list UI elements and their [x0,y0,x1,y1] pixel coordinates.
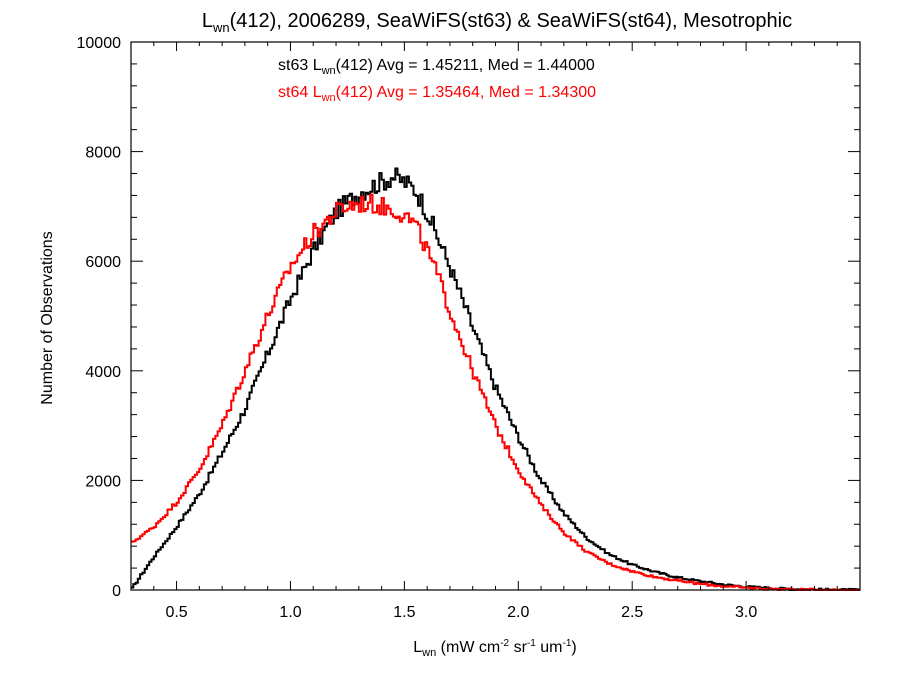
y-tick-label: 6000 [85,254,121,271]
x-tick-label: 1.0 [279,604,301,621]
y-tick-label: 2000 [85,473,121,490]
annotation-st63-prefix: st63 L [278,57,322,74]
x-tick-label: 3.0 [735,604,757,621]
annotation-st63-sub: wn [321,65,336,77]
x-tick-label: 2.0 [507,604,529,621]
x-label-sup-1: -2 [500,638,509,649]
series-layer [131,167,860,591]
x-tick-label: 0.5 [165,604,187,621]
y-tick-label: 8000 [85,145,121,162]
x-label-sub: wn [421,647,436,659]
x-tick-label: 2.5 [621,604,643,621]
chart-title: Lwn(412), 2006289, SeaWiFS(st63) & SeaWi… [202,10,792,35]
annotation-st63: st63 Lwn(412) Avg = 1.45211, Med = 1.440… [278,57,595,77]
y-tick-label: 10000 [77,35,122,52]
x-label-main: L [413,639,422,656]
x-label-unit-mid-1: sr [509,639,527,656]
annotation-st64: st64 Lwn(412) Avg = 1.35464, Med = 1.343… [278,84,596,104]
title-rest: (412), 2006289, SeaWiFS(st63) & SeaWiFS(… [230,10,792,32]
ticks-layer: 0.5 1.0 1.5 2.0 2.5 3.0 0 2000 4000 6000 8000 10000 [77,35,860,621]
annotation-st64-sub: wn [321,92,336,104]
y-axis-label: Number of Observations [39,231,56,404]
x-label-unit-mid-2: um [536,639,563,656]
y-tick-label: 0 [112,583,121,600]
x-label-sup-2: -1 [527,638,536,649]
annotation-st64-prefix: st64 L [278,84,322,101]
y-tick-label: 4000 [85,364,121,381]
x-axis-label: Lwn (mW cm-2 sr-1 um-1) [413,638,576,659]
annotation-st64-rest: (412) Avg = 1.35464, Med = 1.34300 [336,84,596,101]
plot-frame [130,41,861,591]
series-st63-histogram [131,167,860,591]
x-label-sup-3: -1 [562,638,571,649]
x-label-unit-open: (mW cm [436,639,500,656]
x-label-unit-close: ) [571,639,576,656]
annotation-st63-rest: (412) Avg = 1.45211, Med = 1.44000 [336,57,595,74]
x-tick-label: 1.5 [393,604,415,621]
series-st64-histogram [131,193,860,591]
title-main: L [202,10,213,32]
title-subscript: wn [212,20,230,35]
